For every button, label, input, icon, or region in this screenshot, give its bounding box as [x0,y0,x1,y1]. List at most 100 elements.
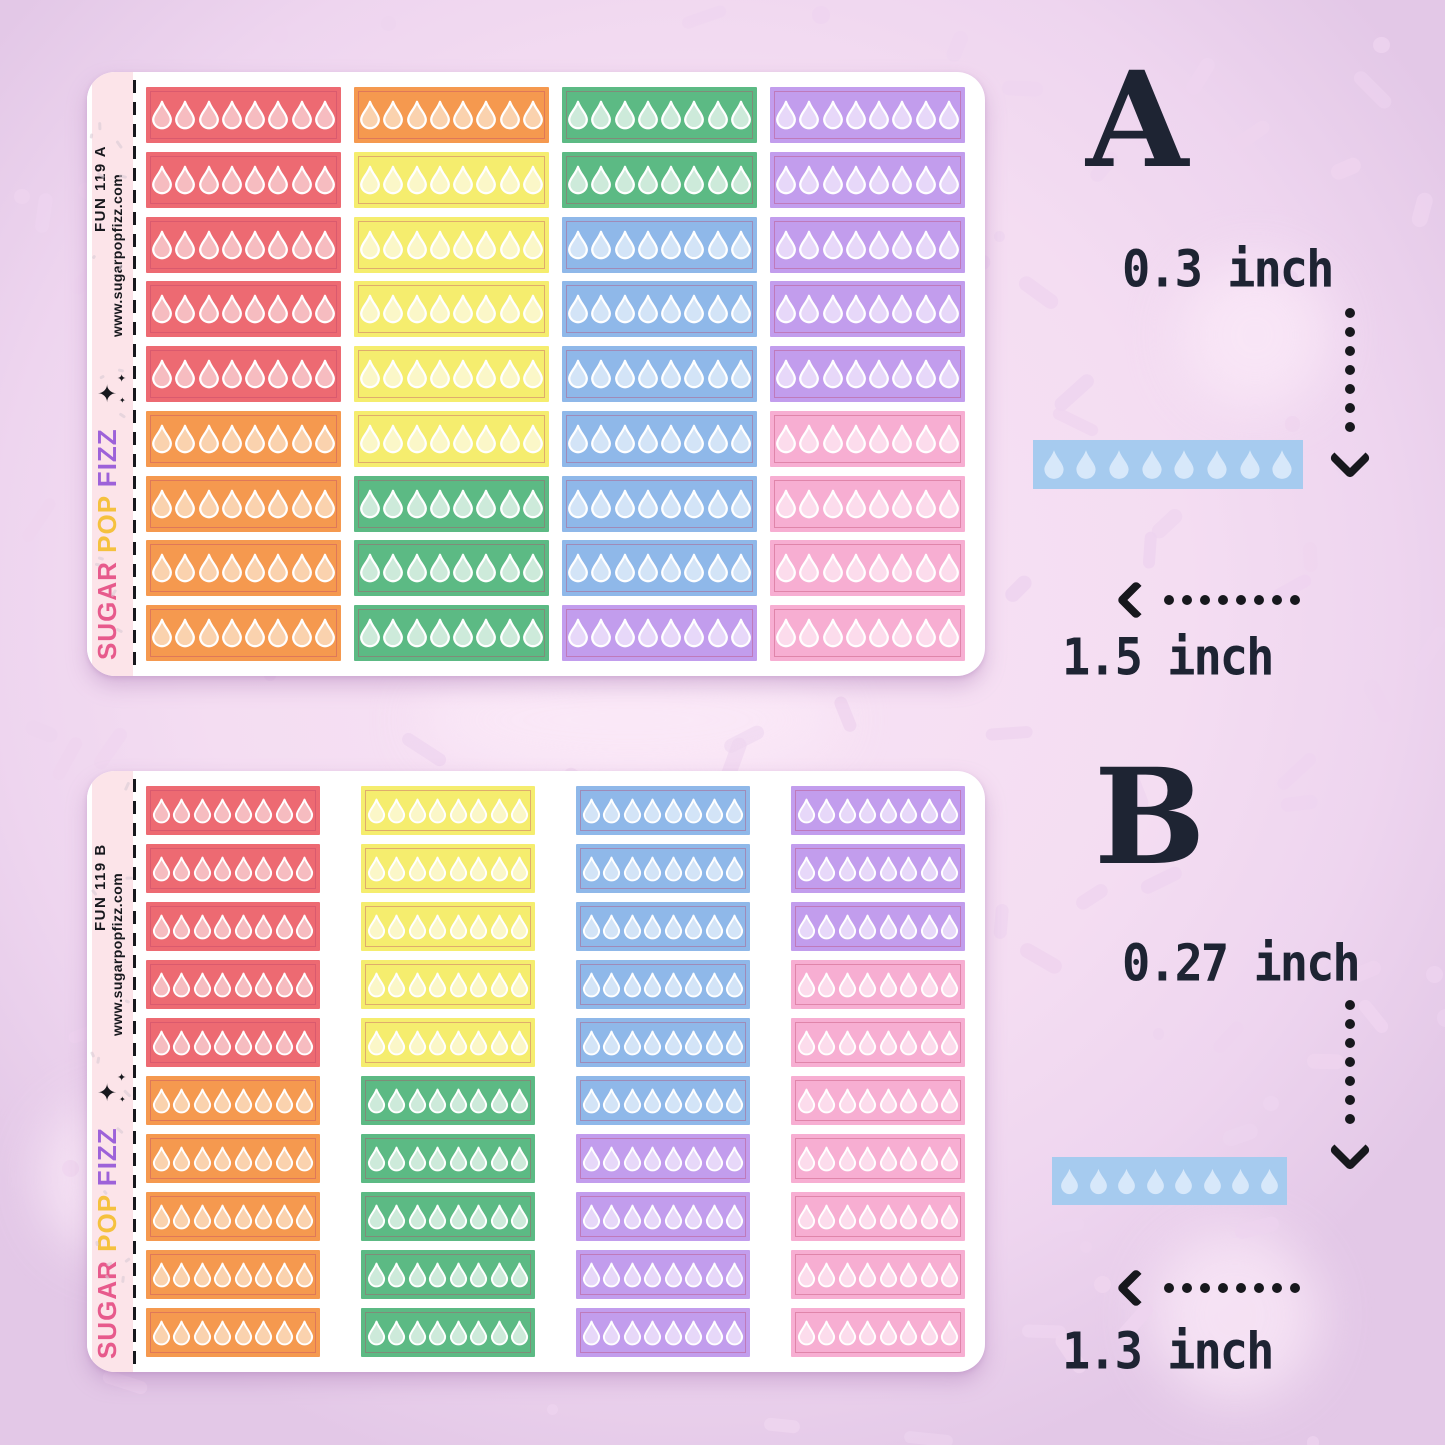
drop-row [576,960,750,1009]
sticker-row [146,151,965,208]
brand-logo: SUGAR POP FIZZ [92,428,122,660]
water-drop-icon [214,972,232,997]
water-drop-icon [879,856,897,881]
water-drop-icon [879,1204,897,1229]
water-drop-icon [859,798,877,823]
arrowhead-left-icon [1116,580,1156,620]
sticker-strip-blue [562,281,757,338]
drop-row [576,1134,750,1183]
water-drop-icon [818,856,836,881]
water-drop-icon [1232,1168,1249,1194]
sticker-strip-blue [576,960,750,1009]
strip-inner-border [795,906,961,947]
water-drop-icon [291,294,312,324]
strip-inner-border [580,1196,746,1237]
sticker-strip-red [146,216,341,273]
water-drop-icon [314,553,335,583]
water-drop-icon [453,230,474,259]
water-drop-icon [797,914,815,939]
water-drop-icon [1272,450,1292,479]
strip-inner-border [795,964,961,1005]
sticker-row [146,1134,965,1183]
sticker-row [146,216,965,273]
water-drop-icon [591,230,612,259]
water-drop-icon [453,424,474,454]
water-drop-icon [476,359,497,389]
strip-inner-border [358,285,545,334]
sticker-strip-green [361,1134,535,1183]
water-drop-icon [1174,450,1194,479]
water-drop-icon [383,230,404,259]
water-drop-icon [797,856,815,881]
water-drop-icon [822,424,843,454]
kiss-cut-dashed-line [133,80,136,668]
water-drop-icon [920,914,938,939]
drop-row [576,902,750,951]
water-drop-icon [255,1146,273,1171]
sticker-strip-green [354,475,549,532]
water-drop-icon [707,230,728,259]
water-drop-icon [173,1030,191,1055]
water-drop-icon [511,798,529,823]
water-drop-icon [173,1088,191,1113]
water-drop-icon [869,489,890,518]
water-drop-icon [637,294,658,324]
water-drop-icon [214,1088,232,1113]
water-drop-icon [245,165,266,195]
drop-row [146,1192,320,1241]
water-drop-icon [582,1262,600,1287]
water-drop-icon [429,1088,447,1113]
water-drop-icon [429,1204,447,1229]
water-drop-icon [245,100,266,130]
sparkle-icon: ✦ ✦ ✦ [97,373,127,408]
drop-row [146,152,341,208]
water-drop-icon [685,1204,703,1229]
water-drop-icon [661,424,682,454]
sticker-row [146,605,965,661]
water-drop-icon [408,798,426,823]
water-drop-icon [296,1320,314,1345]
water-drop-icon [938,424,959,454]
water-drop-icon [499,553,520,583]
strip-inner-border [150,609,337,657]
water-drop-icon [591,618,612,648]
strip-inner-border [150,544,337,593]
sticker-strip-blue [576,844,750,893]
water-drop-icon [291,230,312,259]
drop-row [361,1076,535,1125]
water-drop-icon [623,1320,641,1345]
drop-row [146,786,320,835]
water-drop-icon [707,489,728,518]
water-drop-icon [799,294,820,324]
sticker-strip-red [146,346,341,402]
water-drop-icon [726,1262,744,1287]
drop-row [146,960,320,1009]
drop-row [146,346,341,402]
water-drop-icon [429,618,450,648]
water-drop-icon [845,165,866,195]
drop-row [576,844,750,893]
water-drop-icon [730,424,751,454]
water-drop-icon [268,359,289,389]
water-drop-icon [603,856,621,881]
water-drop-icon [429,1262,447,1287]
drop-row [361,786,535,835]
water-drop-icon [591,359,612,389]
water-drop-icon [941,1146,959,1171]
water-drop-icon [367,1146,385,1171]
sticker-strip-blue [576,786,750,835]
water-drop-icon [429,230,450,259]
water-drop-icon [664,1204,682,1229]
sticker-strip-green [361,1250,535,1299]
water-drop-icon [314,294,335,324]
left-arrow-b [1116,1268,1300,1308]
water-drop-icon [664,1320,682,1345]
water-drop-icon [644,1030,662,1055]
water-drop-icon [603,1204,621,1229]
water-drop-icon [591,165,612,195]
water-drop-icon [838,914,856,939]
water-drop-icon [603,1320,621,1345]
drop-row [770,605,965,661]
sticker-strip-orange [146,1134,320,1183]
water-drop-icon [900,1204,918,1229]
